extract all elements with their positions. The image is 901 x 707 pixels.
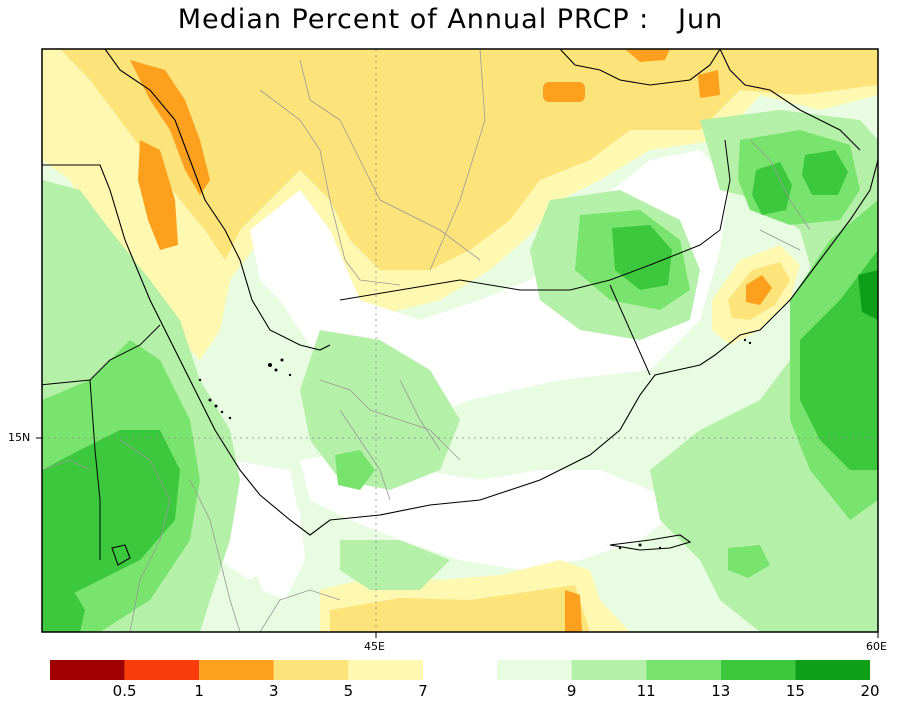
graticule — [42, 49, 878, 632]
colorbar-warm-label-0: 0.5 — [112, 682, 137, 700]
colorbar-cool-label-0: 9 — [566, 682, 577, 700]
green-light-east — [650, 110, 878, 632]
lon-label-60e: 60E — [866, 640, 887, 653]
colorbar-warm-swatch-0 — [50, 660, 125, 680]
colorbar-cool-label-2: 13 — [711, 682, 731, 700]
green-zone-east — [800, 250, 878, 470]
colorbar-warm-swatch-4 — [348, 660, 423, 680]
orange-zone-north — [625, 49, 670, 62]
colorbar-warm-label-4: 7 — [418, 682, 428, 700]
shaded-field — [42, 49, 878, 632]
orange-zone-west-2 — [138, 140, 178, 250]
colorbar-cool-label-3: 15 — [785, 682, 805, 700]
yellow-zone-south-inner — [330, 585, 590, 632]
green-mid-socotra — [728, 545, 770, 578]
lon-label-45e: 45E — [364, 640, 385, 653]
colorbar-cool-swatch-1 — [571, 660, 647, 680]
green-dark-east — [858, 270, 878, 320]
colorbar-warm-label-1: 1 — [194, 682, 204, 700]
islands — [198, 338, 752, 550]
map-title: Median Percent of Annual PRCP : Jun — [177, 4, 724, 35]
colorbar-warm-label-3: 5 — [343, 682, 354, 700]
yellow-zone-north-inner — [60, 49, 878, 270]
white-zone-horn — [250, 490, 305, 600]
orange-zone-oman — [746, 275, 772, 305]
colorbar-warm-swatch-2 — [199, 660, 274, 680]
map-frame — [41, 48, 879, 633]
country-borders — [42, 139, 731, 560]
colorbar-cool-swatch-0 — [497, 660, 572, 680]
admin-borders — [42, 49, 811, 632]
colorbar-cool-swatch-4 — [795, 660, 870, 680]
colorbar-warm — [50, 660, 423, 680]
colorbar-cool — [497, 660, 870, 680]
orange-zone-north-3 — [698, 70, 720, 98]
colorbar-warm-swatch-1 — [124, 660, 200, 680]
green-zone-west — [42, 430, 180, 600]
green-mid-yemen — [335, 450, 375, 490]
green-light-south — [340, 540, 450, 590]
lat-label-15n: 15N — [8, 431, 31, 444]
colorbar-warm-label-2: 3 — [269, 682, 279, 700]
green-zone-oman-b — [802, 150, 848, 195]
colorbar-cool-swatch-3 — [720, 660, 796, 680]
green-light-yemen — [300, 330, 460, 490]
green-zone-oman-a — [752, 162, 792, 215]
colorbar-cool-label-4: 20 — [860, 682, 880, 700]
orange-zone-north-2 — [543, 82, 585, 102]
green-zone-west-sw — [42, 585, 85, 632]
orange-zone-south — [565, 590, 582, 632]
colorbar-cool-swatch-2 — [646, 660, 721, 680]
colorbar-cool-label-1: 11 — [636, 682, 656, 700]
coastlines — [42, 49, 878, 566]
colorbar-warm-swatch-3 — [273, 660, 349, 680]
